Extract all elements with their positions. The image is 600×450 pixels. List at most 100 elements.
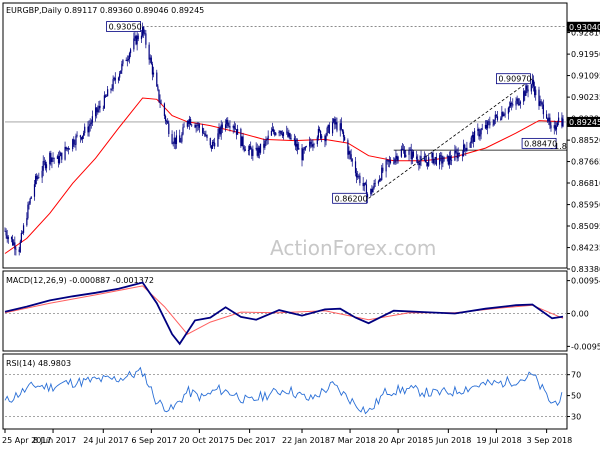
candle-body bbox=[492, 124, 494, 126]
candle-body bbox=[449, 156, 452, 161]
price-y-tick-label: 0.87665 bbox=[571, 158, 600, 167]
candle-body bbox=[229, 126, 231, 128]
candle-body bbox=[135, 36, 137, 45]
candle-body bbox=[182, 127, 184, 135]
candle-body bbox=[465, 148, 467, 151]
candle-body bbox=[256, 147, 258, 156]
macd-y-tick-label: 0.00 bbox=[571, 310, 589, 319]
candle-body bbox=[487, 121, 489, 129]
candle-body bbox=[252, 149, 254, 156]
candle-body bbox=[258, 147, 261, 153]
candle-body bbox=[531, 79, 534, 85]
candle-body bbox=[257, 147, 259, 156]
candle-body bbox=[81, 135, 84, 140]
candle-body bbox=[412, 151, 414, 157]
candle-body bbox=[164, 115, 167, 121]
x-tick-label: 20 Oct 2017 bbox=[179, 436, 228, 445]
candle-body bbox=[477, 129, 479, 131]
candle-body bbox=[518, 103, 520, 105]
candle-body bbox=[397, 156, 399, 161]
candle-body bbox=[526, 85, 528, 90]
candle-body bbox=[516, 98, 518, 101]
candle-body bbox=[80, 137, 83, 140]
candle-body bbox=[29, 198, 31, 204]
candle-body bbox=[310, 141, 312, 145]
candle-body bbox=[236, 128, 239, 135]
candle-body bbox=[542, 104, 544, 115]
candle-body bbox=[508, 106, 511, 108]
rsi-panel-title: RSI(14) 48.9803 bbox=[6, 359, 71, 368]
candle-body bbox=[327, 124, 329, 128]
rsi-y-tick-label: 50 bbox=[571, 392, 581, 401]
candle-body bbox=[286, 131, 288, 133]
candle-body bbox=[149, 57, 151, 60]
candle-body bbox=[342, 131, 345, 137]
candle-body bbox=[97, 109, 99, 113]
candle-body bbox=[366, 194, 369, 198]
candle-body bbox=[318, 128, 321, 131]
candle-body bbox=[373, 183, 375, 189]
candle-body bbox=[380, 179, 382, 181]
price-y-tick-label: 0.91095 bbox=[571, 72, 600, 81]
candle-body bbox=[265, 139, 267, 141]
macd-line bbox=[4, 281, 564, 346]
candle-body bbox=[500, 118, 502, 120]
candle-body bbox=[14, 242, 16, 250]
candle-body bbox=[351, 159, 353, 162]
macd-y-tick-label: -0.009538 bbox=[571, 342, 600, 351]
candle-body bbox=[440, 155, 442, 157]
candle-body bbox=[137, 35, 139, 40]
candle-body bbox=[141, 27, 144, 36]
candle-body bbox=[214, 142, 216, 147]
candle-body bbox=[556, 122, 559, 127]
candle-body bbox=[554, 125, 556, 130]
candle-body bbox=[51, 157, 53, 162]
candle-body bbox=[228, 125, 230, 127]
candle-body bbox=[113, 77, 115, 80]
candle-body bbox=[20, 232, 22, 242]
candle-body bbox=[541, 102, 543, 105]
candle-body bbox=[363, 182, 365, 187]
candle-body bbox=[335, 122, 337, 125]
rsi-lines bbox=[4, 366, 567, 417]
candle-body bbox=[527, 89, 529, 92]
x-tick-label: 20 Apr 2018 bbox=[378, 436, 427, 445]
candle-body bbox=[27, 204, 29, 219]
candle-body bbox=[163, 103, 166, 116]
candle-body bbox=[119, 73, 121, 78]
candle-body bbox=[15, 249, 17, 250]
candle-body bbox=[196, 125, 198, 126]
candle-body bbox=[150, 57, 152, 65]
macd-lines bbox=[4, 281, 567, 346]
candle-body bbox=[175, 135, 178, 145]
candle-body bbox=[404, 149, 406, 158]
candle-body bbox=[168, 123, 170, 135]
price-reference-lines: 61.8 bbox=[5, 26, 567, 199]
candle-body bbox=[530, 84, 532, 92]
x-tick-label: 5 Dec 2017 bbox=[230, 436, 276, 445]
candle-body bbox=[270, 130, 273, 136]
candle-body bbox=[37, 177, 39, 180]
candle-body bbox=[523, 91, 525, 102]
candle-body bbox=[334, 119, 336, 125]
candle-body bbox=[66, 147, 68, 150]
candle-body bbox=[495, 114, 497, 117]
candle-body bbox=[535, 89, 537, 96]
candle-body bbox=[303, 148, 305, 150]
candle-body bbox=[167, 121, 169, 124]
candle-body bbox=[473, 130, 476, 142]
candle-body bbox=[472, 134, 475, 142]
candle-body bbox=[347, 140, 349, 155]
candle-body bbox=[442, 161, 444, 164]
candle-body bbox=[357, 176, 359, 178]
candle-body bbox=[173, 137, 175, 144]
candle-body bbox=[4, 230, 6, 232]
candle-body bbox=[112, 79, 114, 89]
candle-body bbox=[151, 64, 154, 75]
candle-body bbox=[128, 53, 131, 59]
candle-body bbox=[381, 167, 383, 181]
candle-body bbox=[417, 159, 419, 163]
candle-body bbox=[317, 128, 319, 138]
candle-body bbox=[313, 144, 315, 145]
candle-body bbox=[302, 148, 304, 161]
